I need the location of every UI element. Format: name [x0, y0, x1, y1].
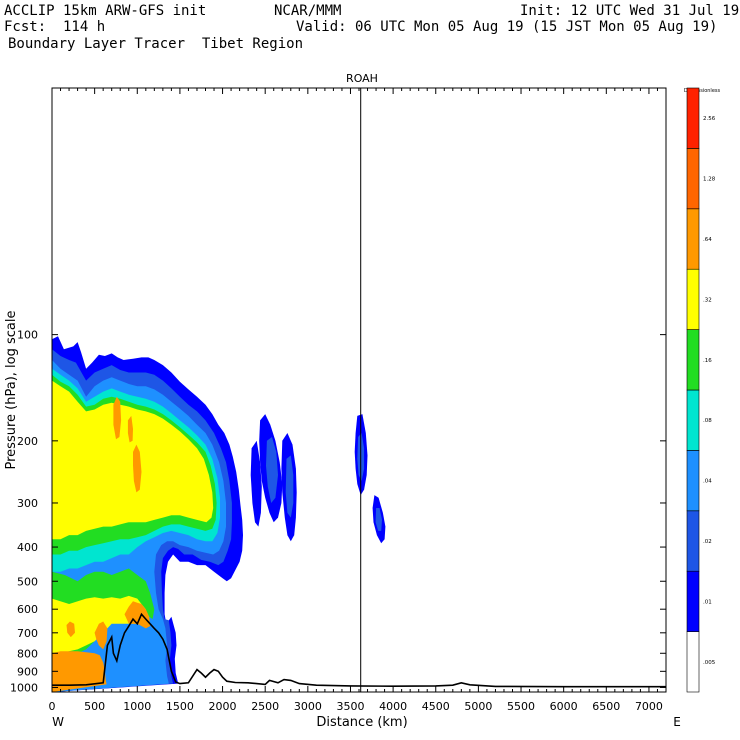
y-tick-label: 900 [17, 665, 38, 678]
colorbar-swatch [686, 208, 700, 270]
x-tick-label: 1500 [166, 700, 194, 713]
colorbar-level-label: .32 [703, 297, 712, 303]
y-tick-label: 100 [17, 329, 38, 342]
x-tick-label: 500 [84, 700, 105, 713]
contour-region [133, 444, 142, 493]
x-axis-right-end-label: E [673, 715, 681, 729]
terrain-line [52, 612, 666, 688]
y-tick-label: 1000 [10, 681, 38, 694]
contour-region [94, 621, 108, 650]
terrain-layer [52, 612, 666, 688]
x-tick-label: 2000 [209, 700, 237, 713]
colorbar-swatch [686, 631, 700, 693]
x-tick-label: 3000 [294, 700, 322, 713]
header-product: Boundary Layer Tracer Tibet Region [8, 36, 304, 52]
header-org: NCAR/MMM [274, 3, 342, 19]
colorbar-swatch [686, 148, 700, 210]
x-tick-label: 6000 [550, 700, 578, 713]
x-tick-label: 5000 [464, 700, 492, 713]
x-tick-label: 5500 [507, 700, 535, 713]
colorbar-swatch [686, 450, 700, 512]
colorbar-swatch [686, 268, 700, 330]
y-tick-label: 600 [17, 603, 38, 616]
colorbar-title: Dimensionless [684, 88, 721, 94]
colorbar-swatch [686, 570, 700, 632]
colorbar-swatch [686, 389, 700, 451]
contour-region [285, 455, 294, 518]
x-axis: 0 500 1000 1500 2000 2500 3000 3500 4000 4500 5000… [49, 88, 663, 713]
header-valid: Valid: 06 UTC Mon 05 Aug 19 (15 JST Mon … [296, 19, 718, 35]
y-tick-label: 700 [17, 627, 38, 640]
x-tick-label: 2500 [251, 700, 279, 713]
header-init: Init: 12 UTC Wed 31 Jul 19 [520, 3, 740, 19]
colorbar-level-label: .64 [703, 237, 712, 243]
chart-title: ROAH [346, 72, 378, 85]
colorbar-level-label: .02 [703, 539, 712, 545]
colorbar-level-label: .08 [703, 418, 712, 424]
header-model: ACCLIP 15km ARW-GFS init [4, 3, 207, 19]
y-tick-label: 300 [17, 497, 38, 510]
x-tick-label: 4000 [379, 700, 407, 713]
header-fcst: Fcst: 114 h [4, 19, 106, 35]
colorbar-swatch [686, 510, 700, 572]
y-tick-label: 500 [17, 575, 38, 588]
x-tick-label: 0 [49, 700, 56, 713]
x-axis-label: Distance (km) [316, 715, 407, 730]
colorbar-level-label: .01 [703, 599, 712, 605]
contour-region [66, 621, 75, 638]
y-tick-label: 400 [17, 541, 38, 554]
x-axis-left-end-label: W [52, 715, 64, 729]
contour-region [266, 437, 278, 503]
contour-region [127, 415, 133, 443]
contour-region [52, 651, 107, 692]
contour-region [375, 508, 382, 531]
contour-region [113, 396, 122, 440]
colorbar: Dimensionless .005 .01 .02 .04 .08 .16 .32 .64 1… [684, 87, 721, 693]
colorbar-level-label: 2.56 [703, 116, 716, 122]
colorbar-level-label: .16 [703, 358, 712, 364]
y-axis: 100 200 300 400 500 600 700 800 900 1000 [10, 329, 666, 694]
y-tick-label: 200 [17, 435, 38, 448]
contour-region [52, 380, 214, 540]
colorbar-swatch [686, 87, 700, 149]
contour-region [250, 440, 262, 527]
x-tick-label: 7000 [635, 700, 663, 713]
colorbar-level-label: .04 [703, 479, 712, 485]
y-tick-label: 800 [17, 647, 38, 660]
x-tick-label: 3500 [336, 700, 364, 713]
x-tick-label: 4500 [422, 700, 450, 713]
y-axis-label: Pressure (hPa), log scale [4, 311, 19, 470]
colorbar-level-label: .005 [703, 660, 716, 666]
x-tick-label: 1000 [123, 700, 151, 713]
x-tick-label: 6500 [592, 700, 620, 713]
colorbar-level-label: 1.28 [703, 177, 716, 183]
colorbar-swatch [686, 329, 700, 391]
tracer-contours [52, 336, 386, 692]
